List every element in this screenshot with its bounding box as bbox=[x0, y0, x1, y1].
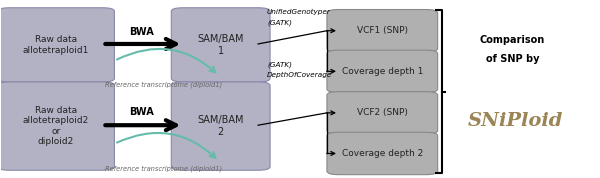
Text: (GATK): (GATK) bbox=[267, 61, 292, 67]
Text: Coverage depth 2: Coverage depth 2 bbox=[341, 149, 423, 158]
Text: (GATK): (GATK) bbox=[267, 20, 292, 26]
FancyBboxPatch shape bbox=[327, 92, 437, 134]
Text: SNiPloid: SNiPloid bbox=[468, 112, 563, 130]
Text: Comparison: Comparison bbox=[480, 35, 545, 44]
FancyBboxPatch shape bbox=[327, 50, 437, 93]
FancyBboxPatch shape bbox=[0, 8, 115, 82]
FancyBboxPatch shape bbox=[171, 8, 270, 82]
Text: Raw data
allotetraploid2
or
diploid2: Raw data allotetraploid2 or diploid2 bbox=[23, 106, 89, 146]
Text: DepthOfCoverage: DepthOfCoverage bbox=[267, 72, 332, 78]
Text: UnifiedGenotyper: UnifiedGenotyper bbox=[267, 9, 331, 15]
Text: of SNP by: of SNP by bbox=[486, 54, 539, 64]
FancyBboxPatch shape bbox=[327, 10, 437, 52]
Text: Reference transcriptome (diploid1): Reference transcriptome (diploid1) bbox=[106, 81, 223, 88]
Text: Raw data
allotetraploid1: Raw data allotetraploid1 bbox=[23, 35, 89, 54]
Text: SAM/BAM
2: SAM/BAM 2 bbox=[197, 115, 244, 137]
Text: Coverage depth 1: Coverage depth 1 bbox=[341, 67, 423, 76]
FancyBboxPatch shape bbox=[171, 82, 270, 170]
Text: Reference transcriptome (diploid1): Reference transcriptome (diploid1) bbox=[106, 166, 223, 172]
Text: SAM/BAM
1: SAM/BAM 1 bbox=[197, 34, 244, 56]
Text: VCF2 (SNP): VCF2 (SNP) bbox=[357, 108, 408, 117]
Text: VCF1 (SNP): VCF1 (SNP) bbox=[357, 26, 408, 35]
Text: BWA: BWA bbox=[129, 27, 154, 37]
Text: BWA: BWA bbox=[129, 107, 154, 117]
FancyBboxPatch shape bbox=[327, 132, 437, 175]
FancyBboxPatch shape bbox=[0, 82, 115, 170]
